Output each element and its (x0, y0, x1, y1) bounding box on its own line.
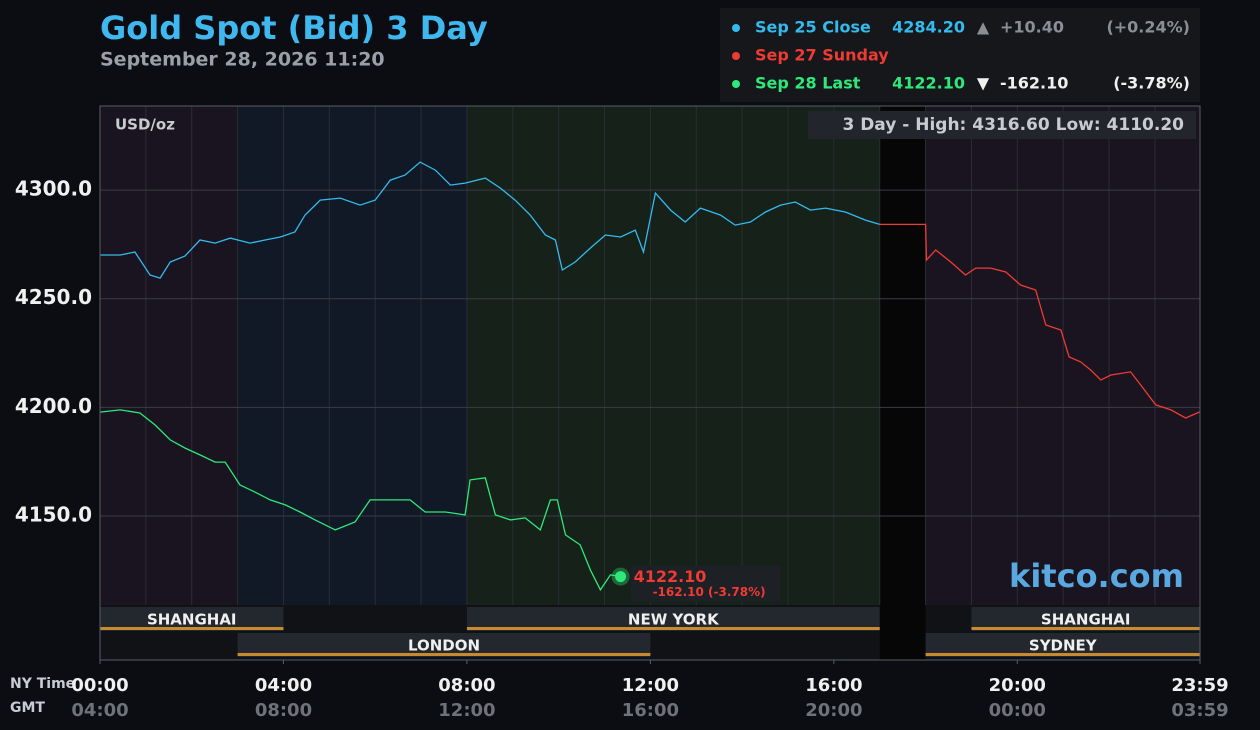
x-tick-label: 08:00 (438, 675, 495, 696)
session-underline (925, 653, 1200, 656)
legend-marker (732, 24, 740, 32)
y-tick-label: 4250.0 (15, 285, 92, 309)
chart-subtitle: September 28, 2026 11:20 (100, 49, 385, 71)
session-label: SYDNEY (1029, 637, 1098, 655)
x-tick-label: 20:00 (989, 675, 1046, 696)
range-label: 3 Day - High: 4316.60 Low: 4110.20 (842, 115, 1184, 135)
legend-arrow: ▲ (977, 18, 990, 37)
grid (99, 106, 1201, 664)
y-tick-label: 4150.0 (15, 502, 92, 526)
x-axis-label: GMT (10, 700, 45, 716)
gmt-tick-label: 04:00 (71, 700, 128, 721)
session-underline (971, 627, 1200, 630)
gmt-tick-label: 03:59 (1171, 700, 1228, 721)
legend-percent: (-3.78%) (1113, 74, 1190, 93)
legend-box (720, 8, 1200, 102)
gmt-tick-label: 16:00 (622, 700, 679, 721)
legend-price: 4122.10 (892, 74, 965, 93)
series-line (879, 223, 1201, 419)
series-line (99, 409, 621, 592)
last-label-box (630, 565, 781, 602)
legend-percent: (+0.24%) (1106, 18, 1190, 37)
x-tick-label: 12:00 (622, 675, 679, 696)
watermark: kitco.com (1009, 557, 1184, 595)
legend-change: +10.40 (1000, 18, 1064, 37)
session-label: SHANGHAI (147, 611, 237, 629)
sessions: SHANGHAI NEW YORK SHANGHAI LONDON SYDNEY (100, 605, 1200, 660)
legend-marker (732, 80, 740, 88)
gmt-tick-label: 20:00 (805, 700, 862, 721)
series-lines: 4122.10-162.10 (-3.78%) (99, 161, 1201, 602)
range-box (808, 111, 1196, 139)
last-change-label: -162.10 (-3.78%) (653, 585, 766, 599)
legend-label: Sep 28 Last (755, 74, 861, 93)
legend-label: Sep 27 Sunday (755, 46, 889, 65)
last-price-label: 4122.10 (634, 567, 707, 586)
y-tick-label: 4200.0 (15, 394, 92, 418)
legend-arrow: ▼ (977, 74, 990, 93)
unit-label: USD/oz (115, 116, 175, 134)
x-tick-label: 00:00 (71, 675, 128, 696)
last-point (615, 571, 627, 583)
plot-border (99, 105, 1201, 661)
legend-change: -162.10 (1000, 74, 1068, 93)
x-tick-label: 04:00 (255, 675, 312, 696)
y-tick-label: 4300.0 (15, 177, 92, 201)
gmt-tick-label: 12:00 (438, 700, 495, 721)
gmt-tick-label: 08:00 (255, 700, 312, 721)
session-label: NEW YORK (628, 611, 720, 629)
shading-band (100, 106, 238, 660)
x-tick-label: 16:00 (805, 675, 862, 696)
x-axis-label: NY Time (10, 676, 75, 692)
series-line (100, 161, 880, 279)
legend-label: Sep 25 Close (755, 18, 871, 37)
shading-band (879, 106, 926, 660)
legend-price: 4284.20 (892, 18, 965, 37)
gmt-tick-label: 00:00 (989, 700, 1046, 721)
shading-band (237, 106, 467, 660)
session-label: SHANGHAI (1041, 611, 1131, 629)
session-underline (466, 627, 880, 630)
session-underline (237, 653, 651, 656)
x-tick-label: 23:59 (1171, 675, 1228, 696)
legend-marker (732, 52, 740, 60)
session-gap (879, 605, 926, 660)
chart-title: Gold Spot (Bid) 3 Day (100, 9, 488, 47)
session-label: LONDON (408, 637, 480, 655)
session-underline (100, 627, 284, 630)
